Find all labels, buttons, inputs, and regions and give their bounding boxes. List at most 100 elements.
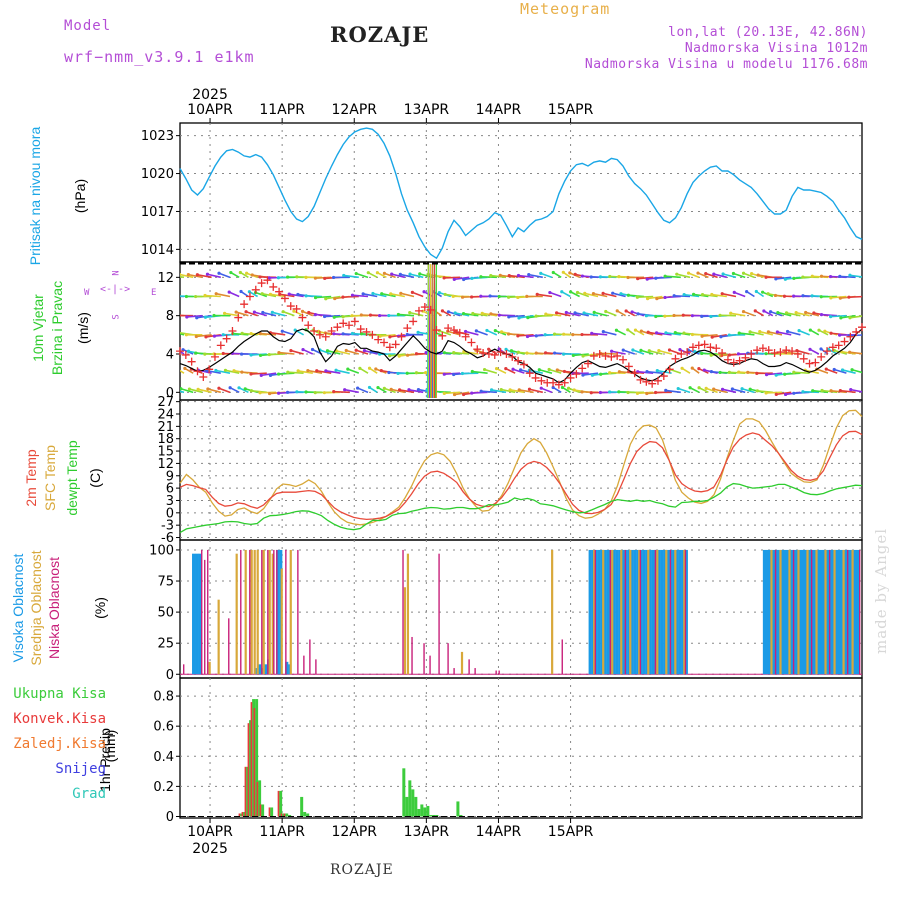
wind-arrow [702,293,718,298]
wind-arrow-head [564,310,568,315]
wind-arrow-head [823,329,827,333]
wind-compass-legend: W E N S <-|-> [84,260,164,330]
wind-arrow-head [745,290,749,294]
gust-marker [688,343,697,352]
wind-arrow-head [358,366,362,370]
wind-arrow-head [829,389,833,393]
wind-arrow [352,294,369,298]
precip-bar [252,699,256,817]
cloud-bar [495,670,497,675]
wind-arrow-head [180,332,181,334]
wind-arrow-head [313,276,317,280]
cloud-bar [816,549,821,675]
wind-arrow [367,271,378,279]
precip-bar [300,796,304,817]
cloud-bar [678,549,682,675]
wind-arrow-head [268,391,272,396]
precip-bar [244,766,247,817]
wind-arrow-head [758,329,762,334]
pressure-line [179,127,863,260]
wind-arrow [390,293,405,298]
wind-arrow-head [354,348,358,352]
wind-arrow-head [645,370,649,374]
gust-marker [764,346,773,355]
compass-west: W [84,288,90,298]
wind-arrow [260,332,277,336]
bottom-date-label: 13APR [404,824,450,840]
wind-arrow [849,351,862,355]
gust-marker [723,355,732,364]
cloud-bar [666,549,670,675]
wind-arrow [287,371,304,374]
gust-marker [659,372,668,381]
wind-arrow [357,387,369,394]
dewpt-temp-line [179,482,863,534]
page-title: ROZAJE [330,22,430,47]
gust-marker [181,350,190,359]
top-date-label: 14APR [476,102,522,118]
wind-arrow-head [810,294,814,298]
wind-arrow-head [755,371,759,375]
wind-arrow-head [418,272,422,276]
wind-arrow-head [217,386,221,390]
wind-arrow [711,353,727,357]
wind-arrow [688,272,700,279]
wind-arrow [229,387,240,394]
gust-marker [187,357,196,366]
watermark: made by Angel [872,527,890,654]
wind-arrow-head [506,332,511,336]
wind-arrow-head [518,368,523,372]
cloud-bar [852,549,857,675]
wind-arrow-head [712,387,716,391]
wind-arrow-head [194,294,198,299]
wind-arrow-head [366,271,370,275]
wind-arrow [759,330,773,336]
wind-arrow-head [307,310,311,315]
precip-bar [414,796,418,817]
wind-arrow [224,312,240,317]
precip-bar [250,702,253,817]
top-year-label: 2025 [192,87,228,103]
cloud-bar [810,549,815,675]
wind-arrow-head [682,293,686,297]
wind-arrow-head [544,312,548,316]
wind-arrow-head [801,275,805,279]
wind-arrow-head [460,371,465,376]
wind-arrow [269,353,286,356]
cloud-bar [656,549,659,675]
cloud-bar [846,549,849,675]
wind-arrow-head [590,331,594,336]
wind-arrow-head [589,275,593,279]
y-tick-label: 12 [157,457,174,472]
wind-arrow [316,369,332,374]
cloud-bar [268,549,271,675]
wind-arrow [637,276,654,280]
precip-bar [429,814,433,817]
wind-arrow-head [489,388,494,392]
gust-marker [514,356,523,365]
wind-arrow-head [203,315,208,319]
cloud-bar [651,549,655,675]
wind-arrow [833,368,847,374]
wind-arrow-head [614,328,619,332]
wind-arrow-head [350,314,354,318]
wind-arrow-head [281,310,285,314]
precip-bar [249,720,253,817]
wind-arrow-head [195,316,199,320]
cloud-bar [611,549,614,675]
gust-marker [391,340,400,349]
wind-arrow-head [489,312,493,316]
cloud-bar [403,587,407,675]
cloud-bar [207,549,209,675]
wind-arrow [196,334,212,338]
wind-arrow-head [482,367,487,372]
wind-arrow-head [244,310,248,314]
wind-arrow [500,274,516,279]
wind-arrow-head [551,270,555,275]
precip-bar [241,811,244,817]
wind-arrow [537,293,553,298]
wind-arrow [632,349,645,355]
wind-arrow-head [270,310,274,314]
cloud-bar [276,549,280,675]
